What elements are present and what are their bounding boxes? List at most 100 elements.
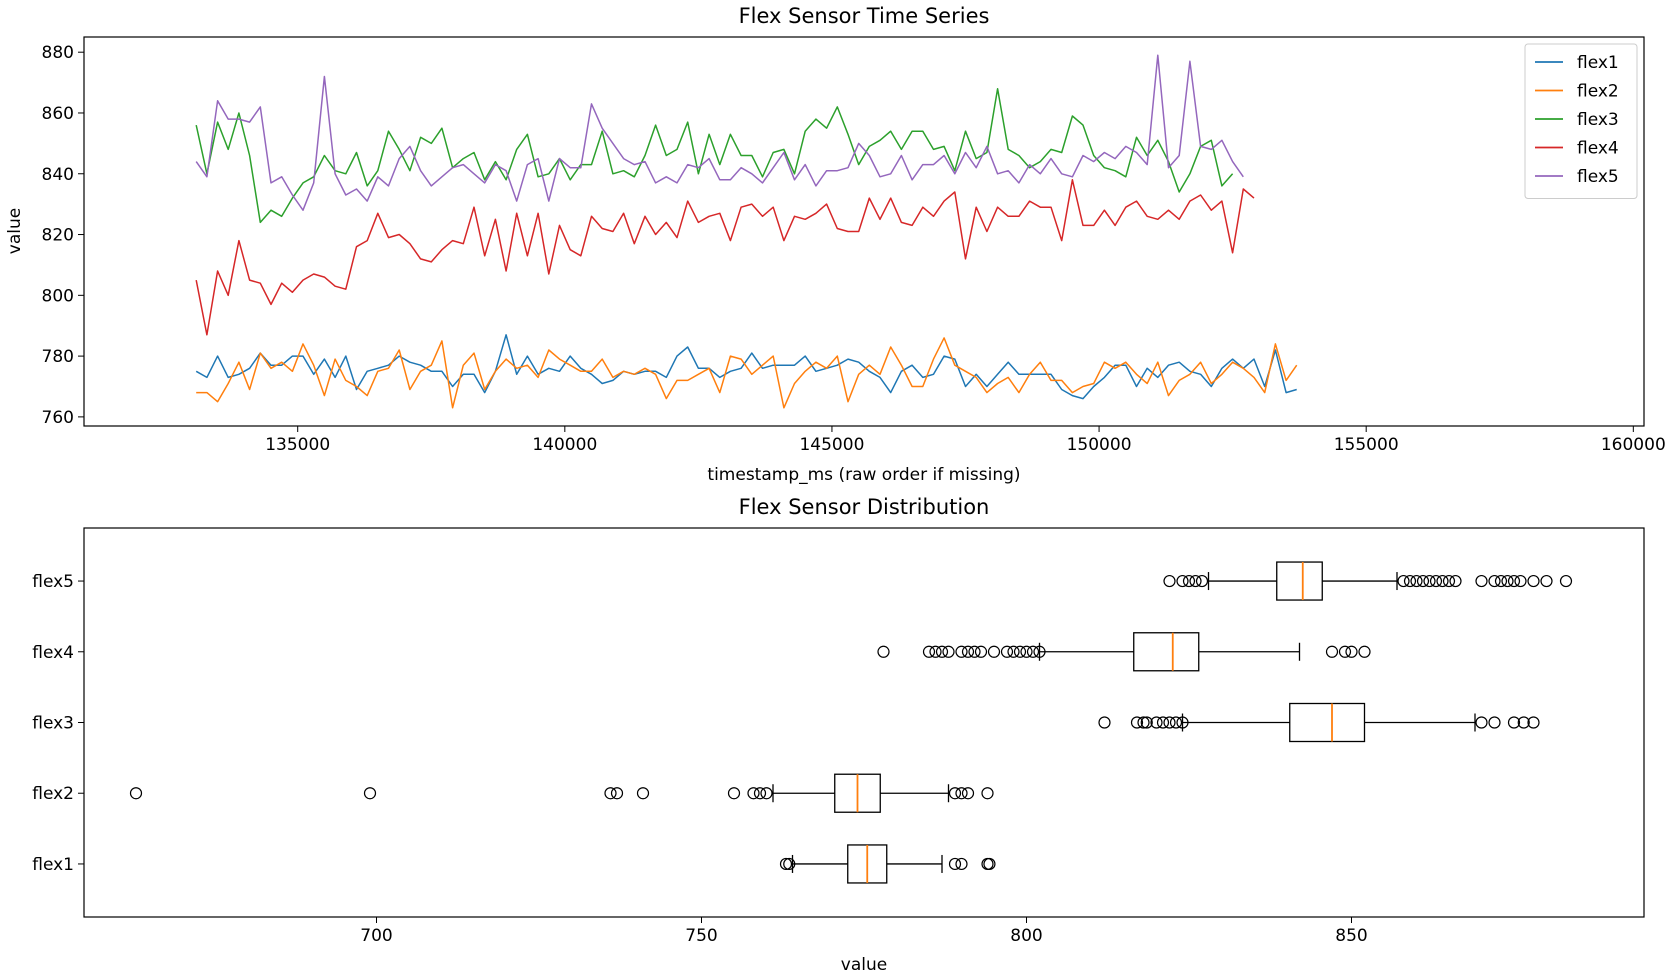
outlier-point <box>636 787 650 800</box>
time-series-panel: Flex Sensor Time Series 135000 140000 1450… <box>5 4 1666 485</box>
time-series-axes-frame <box>83 36 1645 427</box>
outlier-point <box>1429 574 1443 588</box>
outlier-point <box>942 645 955 658</box>
box-iqr <box>1276 561 1323 601</box>
outlier-point <box>1488 574 1501 588</box>
outlier-point <box>1163 574 1176 588</box>
y-tick-label: 880 <box>42 43 74 63</box>
outlier-point <box>935 645 949 658</box>
outlier-point <box>981 787 994 800</box>
outlier-point <box>1449 574 1462 588</box>
outlier-point <box>1140 716 1153 729</box>
outlier-point <box>1169 716 1183 729</box>
outlier-point <box>948 857 962 871</box>
legend-box <box>1524 43 1638 199</box>
legend-label-flex3: flex3 <box>1577 110 1619 130</box>
outlier-point <box>783 857 796 871</box>
outlier-point <box>983 857 996 871</box>
box-iqr <box>1133 632 1200 672</box>
outlier-point <box>747 787 760 800</box>
time-series-ticks: 135000 140000 145000 150000 155000 160000 760 7… <box>42 43 1666 455</box>
x-tick-label: 150000 <box>1067 435 1132 455</box>
series-line-flex2 <box>196 337 1298 409</box>
outlier-point <box>955 645 968 658</box>
outlier-point <box>1033 645 1046 658</box>
outlier-point <box>1416 574 1430 588</box>
y-tick-label: 760 <box>42 408 74 428</box>
outlier-point <box>1176 574 1189 588</box>
series-line-flex4 <box>195 179 1255 336</box>
outlier-point <box>1507 574 1521 588</box>
x-tick-label: 750 <box>685 926 717 946</box>
outlier-point <box>1000 645 1014 658</box>
outlier-point <box>948 787 962 800</box>
outlier-point <box>1150 716 1163 729</box>
outlier-point <box>1559 574 1573 588</box>
box-iqr <box>1289 702 1366 743</box>
y-tick-label: 780 <box>42 347 74 367</box>
outlier-point <box>1442 574 1456 588</box>
x-tick-label: 800 <box>1010 926 1042 946</box>
box-flex1 <box>779 844 996 884</box>
outlier-point <box>1358 645 1371 658</box>
outlier-point <box>1501 574 1514 588</box>
outlier-point <box>1098 716 1111 729</box>
x-tick-label: 155000 <box>1334 435 1399 455</box>
outlier-point <box>922 645 936 658</box>
legend-label-flex5: flex5 <box>1577 167 1619 187</box>
legend-label-flex1: flex1 <box>1577 53 1619 73</box>
time-series-lines <box>195 54 1298 409</box>
x-tick-label: 140000 <box>532 435 597 455</box>
y-tick-label: flex5 <box>32 572 74 592</box>
outlier-point <box>1488 716 1501 729</box>
outlier-point <box>1189 574 1202 588</box>
x-tick-label: 850 <box>1335 926 1367 946</box>
box-plot-title: Flex Sensor Distribution <box>739 495 990 519</box>
time-series-xlabel: timestamp_ms (raw order if missing) <box>707 465 1020 485</box>
outlier-point <box>363 787 377 800</box>
outlier-point <box>1345 645 1358 658</box>
box-plot-axes-frame <box>83 527 1645 918</box>
outlier-point <box>1514 574 1527 588</box>
x-tick-label: 160000 <box>1601 435 1666 455</box>
outlier-point <box>1494 574 1508 588</box>
outlier-point <box>1423 574 1436 588</box>
outlier-point <box>1325 645 1339 658</box>
outlier-point <box>1410 574 1423 588</box>
series-line-flex5 <box>195 54 1244 211</box>
box-flex4 <box>877 632 1371 672</box>
box-flex5 <box>1163 561 1573 601</box>
outlier-point <box>1475 574 1488 588</box>
y-tick-label: flex4 <box>32 643 74 663</box>
outlier-point <box>760 787 773 800</box>
outlier-point <box>604 787 617 800</box>
box-flex2 <box>129 773 994 813</box>
outlier-point <box>1020 645 1033 658</box>
outlier-point <box>955 787 968 800</box>
series-line-flex3 <box>195 87 1234 224</box>
outlier-point <box>955 857 968 871</box>
outlier-point <box>1403 574 1417 588</box>
y-tick-label: flex1 <box>32 855 74 875</box>
outlier-point <box>961 787 975 800</box>
outlier-point <box>1436 574 1449 588</box>
outlier-point <box>1007 645 1020 658</box>
outlier-point <box>1130 716 1144 729</box>
outlier-point <box>753 787 767 800</box>
time-series-legend: flex1 flex2 flex3 flex4 flex5 <box>1524 43 1638 199</box>
box-flex3 <box>1098 702 1540 743</box>
outlier-point <box>1013 645 1027 658</box>
outlier-point <box>1475 716 1488 729</box>
outlier-point <box>968 645 981 658</box>
y-tick-label: 840 <box>42 165 74 185</box>
box-plot-panel: Flex Sensor Distribution 700 750 800 850 fle… <box>32 495 1645 975</box>
x-tick-label: 145000 <box>799 435 864 455</box>
y-tick-label: 800 <box>42 286 74 306</box>
time-series-title: Flex Sensor Time Series <box>739 4 990 28</box>
outlier-point <box>1338 645 1352 658</box>
outlier-point <box>961 645 975 658</box>
box-plot-marks <box>129 561 1573 884</box>
outlier-point <box>929 645 942 658</box>
y-tick-label: 820 <box>42 226 74 246</box>
